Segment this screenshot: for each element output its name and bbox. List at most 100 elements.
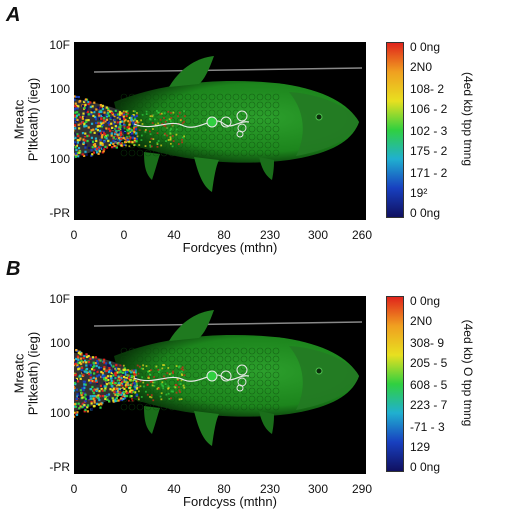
heatmap-cell xyxy=(121,114,124,117)
heatmap-cell xyxy=(74,386,76,390)
heatmap-cell xyxy=(131,141,134,144)
heatmap-cell xyxy=(121,122,124,125)
heatmap-cell xyxy=(121,371,125,374)
heatmap-cell xyxy=(95,379,98,382)
heatmap-cell xyxy=(123,368,126,372)
heatmap-cell xyxy=(130,371,133,374)
heatmap-cell xyxy=(80,360,83,363)
heatmap-cell xyxy=(119,369,122,372)
scale-mark xyxy=(184,395,192,403)
heatmap-cell xyxy=(178,386,180,389)
heatmap-cell xyxy=(182,384,185,387)
heatmap-cell xyxy=(120,397,123,400)
heatmap-cell xyxy=(100,117,103,121)
scale-mark xyxy=(136,347,144,355)
heatmap-cell xyxy=(112,142,115,146)
heatmap-cell xyxy=(92,389,96,392)
scale-mark xyxy=(256,125,264,133)
heatmap-cell xyxy=(119,117,122,120)
heatmap-cell xyxy=(123,115,125,118)
scale-mark xyxy=(200,141,208,149)
heatmap-cell xyxy=(81,371,84,374)
scale-mark xyxy=(240,93,248,101)
heatmap-cell xyxy=(76,411,79,414)
heatmap-cell xyxy=(110,117,113,120)
heatmap-cell xyxy=(97,122,100,125)
heatmap-cell xyxy=(75,95,78,99)
heatmap-cell xyxy=(98,110,101,114)
heatmap-cell xyxy=(117,392,120,395)
y-tick-label: 100 xyxy=(49,406,70,420)
heatmap-cell xyxy=(135,393,139,396)
colorbar-tick-label: 102 - 3 xyxy=(410,124,448,138)
heatmap-cell xyxy=(112,139,115,142)
heatmap-cell xyxy=(85,153,88,156)
heatmap-cell xyxy=(110,122,113,125)
heatmap-cell xyxy=(131,134,134,137)
scale-mark xyxy=(176,101,184,109)
heatmap-cell xyxy=(90,136,94,139)
heatmap-cell xyxy=(133,388,137,391)
heatmap-cell xyxy=(98,151,101,154)
heatmap-cell xyxy=(82,374,85,377)
heatmap-cell xyxy=(98,146,101,149)
heatmap-cell xyxy=(114,128,117,130)
heatmap-cell xyxy=(87,134,90,137)
heatmap-cell xyxy=(115,146,118,149)
heatmap-cell xyxy=(179,383,182,385)
scale-mark xyxy=(224,347,232,355)
heatmap-cell xyxy=(107,121,110,125)
heatmap-cell xyxy=(161,384,164,387)
heatmap-cell xyxy=(120,391,122,394)
heatmap-cell xyxy=(74,102,77,105)
heatmap-cell xyxy=(129,375,132,378)
heatmap-cell xyxy=(109,397,112,400)
heatmap-cell xyxy=(113,122,116,125)
heatmap-cell xyxy=(163,375,165,378)
scale-mark xyxy=(192,371,200,379)
scale-mark xyxy=(192,109,200,117)
heatmap-cell xyxy=(109,141,113,145)
anal-fin xyxy=(144,152,160,180)
heatmap-cell xyxy=(129,133,132,136)
x-tick-label: 0 xyxy=(120,228,128,242)
heatmap-cell xyxy=(120,382,122,385)
scale-mark xyxy=(264,355,272,363)
heatmap-cell xyxy=(103,129,106,132)
heatmap-cell xyxy=(84,383,87,386)
scale-mark xyxy=(272,117,280,125)
fish-head xyxy=(289,346,359,410)
heatmap-cell xyxy=(98,125,102,128)
heatmap-cell xyxy=(75,153,78,157)
heatmap-cell xyxy=(106,398,109,401)
scale-mark xyxy=(256,371,264,379)
heatmap-cell xyxy=(135,385,139,388)
heatmap-cell xyxy=(118,116,121,119)
scale-mark xyxy=(192,355,200,363)
heatmap-cell xyxy=(112,370,115,373)
scale-mark xyxy=(136,141,144,149)
heatmap-cell xyxy=(107,370,111,374)
heatmap-cell xyxy=(85,120,88,123)
heatmap-cell xyxy=(128,135,131,138)
heatmap-cell xyxy=(82,361,85,364)
heatmap-cell xyxy=(118,143,121,145)
heatmap-cell xyxy=(83,154,86,157)
heatmap-cell xyxy=(170,372,173,375)
panel-label: A xyxy=(6,4,21,26)
heatmap-cell xyxy=(147,370,149,373)
scale-mark xyxy=(192,347,200,355)
heatmap-cell xyxy=(89,379,93,382)
heatmap-cell xyxy=(117,127,120,130)
heatmap-cell xyxy=(113,144,116,148)
heatmap-cell xyxy=(117,382,120,385)
heatmap-cell xyxy=(106,134,109,137)
heatmap-cell xyxy=(130,395,133,398)
scale-mark xyxy=(272,101,280,109)
heatmap-cell xyxy=(165,119,168,122)
heatmap-cell xyxy=(79,405,82,408)
heatmap-cell xyxy=(132,119,135,122)
heatmap-cell xyxy=(135,120,139,123)
heatmap-cell xyxy=(140,119,143,122)
heatmap-cell xyxy=(92,128,95,131)
